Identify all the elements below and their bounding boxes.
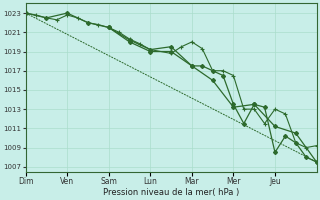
X-axis label: Pression niveau de la mer( hPa ): Pression niveau de la mer( hPa ): [103, 188, 239, 197]
